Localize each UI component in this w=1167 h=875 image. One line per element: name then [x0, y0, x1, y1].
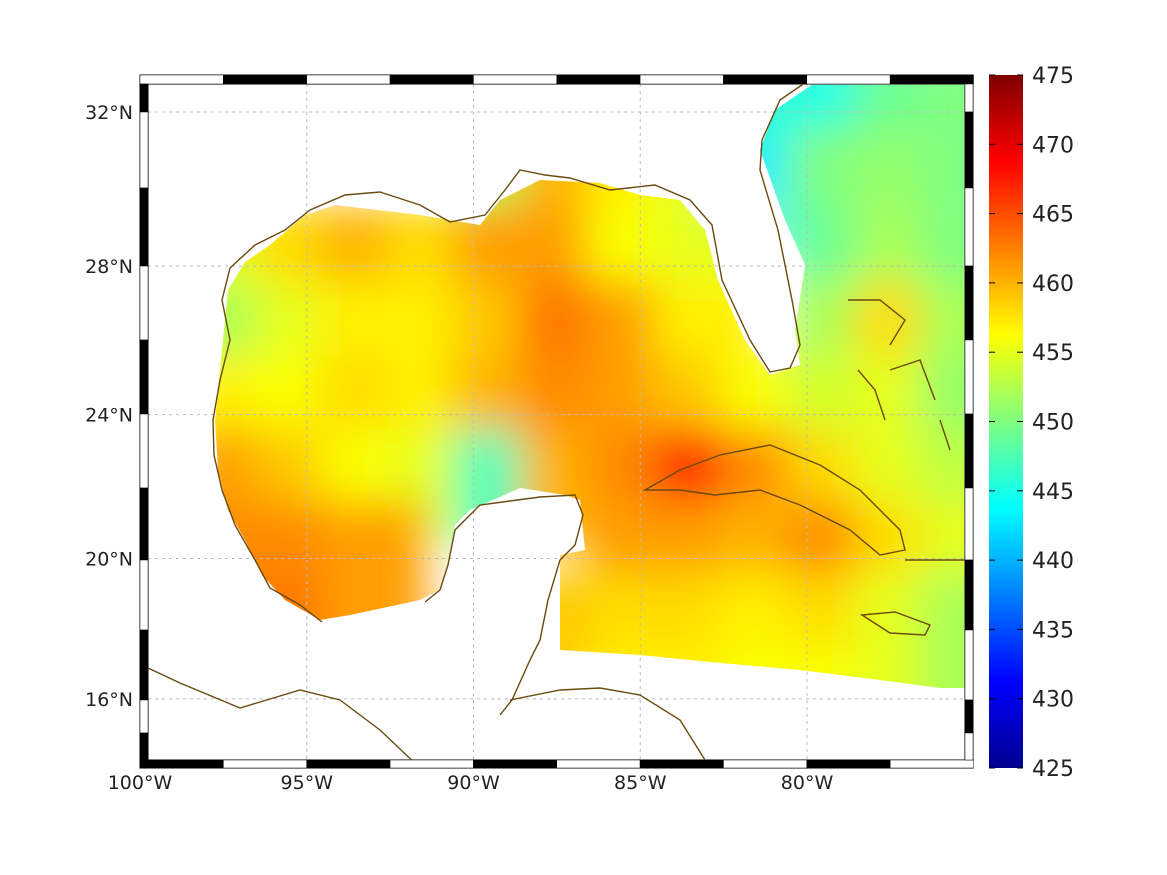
central-america-coast	[509, 687, 706, 761]
frame-segment	[306, 759, 391, 769]
x-tick-label: 100°W	[108, 772, 173, 794]
colorbar-tick-label: 460	[1032, 272, 1074, 297]
frame-segment	[964, 559, 974, 631]
frame-segment	[139, 413, 149, 489]
frame-segment	[556, 759, 641, 769]
frame-segment	[964, 699, 974, 734]
frame-segment	[139, 559, 149, 631]
frame-segment	[389, 759, 474, 769]
cuba-coast	[642, 444, 906, 556]
frame-segment	[964, 487, 974, 561]
frame-segment	[223, 74, 307, 85]
frame-segment	[964, 111, 974, 189]
frame-segment	[964, 339, 974, 415]
x-tick-label: 95°W	[281, 772, 334, 794]
colorbar-tick-label: 425	[1032, 757, 1074, 782]
frame-segment	[639, 759, 724, 769]
yucatan-coast	[424, 494, 584, 716]
colorbar-tick-label: 465	[1032, 203, 1074, 228]
frame-segment	[723, 74, 808, 85]
y-tick-label: 16°N	[85, 689, 133, 711]
colorbar-tick-label: 440	[1032, 549, 1074, 574]
frame-segment	[964, 83, 974, 113]
frame-segment	[556, 74, 641, 85]
frame-segment	[473, 759, 557, 769]
frame-segment	[964, 629, 974, 701]
coastlines	[147, 75, 965, 769]
frame-segment	[139, 339, 149, 415]
frame-segment	[806, 74, 891, 85]
x-tick-label: 85°W	[614, 772, 667, 794]
colorbar-tick-label: 435	[1032, 618, 1074, 643]
frame-segment	[139, 629, 149, 701]
frame-segment	[964, 413, 974, 489]
colorbar-tick-label: 455	[1032, 341, 1074, 366]
x-tick-label: 90°W	[447, 772, 500, 794]
y-tick-label: 24°N	[85, 405, 133, 427]
frame-segment	[964, 187, 974, 267]
y-tick-label: 32°N	[85, 102, 133, 124]
jamaica-coast	[859, 611, 931, 636]
frame-segment	[139, 83, 149, 113]
frame-segment	[723, 759, 808, 769]
map-frame	[139, 74, 974, 769]
frame-segment	[139, 187, 149, 267]
colorbar-tick-label: 445	[1032, 480, 1074, 505]
frame-segment	[806, 759, 891, 769]
frame-segment	[639, 74, 724, 85]
frame-segment	[139, 487, 149, 561]
x-tick-label: 80°W	[781, 772, 834, 794]
heatmap-cell	[320, 572, 427, 685]
frame-segment	[964, 265, 974, 341]
y-tick-label: 20°N	[85, 549, 133, 571]
frame-segment	[139, 111, 149, 189]
frame-segment	[139, 699, 149, 734]
mexico-us-gulf-coast	[212, 75, 816, 623]
frame-segment	[889, 759, 974, 769]
frame-segment	[223, 759, 307, 769]
frame-segment	[139, 759, 224, 769]
x-tick-labels: 100°W 95°W 90°W 85°W 80°W	[108, 772, 834, 794]
frame-segment	[473, 74, 557, 85]
gridlines	[148, 84, 965, 760]
heatmap-cell	[920, 643, 965, 688]
colorbar-tick-label: 430	[1032, 688, 1074, 713]
frame-segment	[139, 74, 224, 85]
frame-segment	[889, 74, 974, 85]
colorbar-tick-label: 470	[1032, 133, 1074, 158]
colorbar-tick-label: 475	[1032, 64, 1074, 89]
y-tick-label: 28°N	[85, 256, 133, 278]
frame-segment	[306, 74, 391, 85]
colorbar: 425 430 435 440 445 450 455 460 465 470 475	[989, 64, 1074, 782]
frame-segment	[139, 732, 149, 761]
frame-segment	[389, 74, 474, 85]
colorbar-tick-label: 450	[1032, 411, 1074, 436]
bahamas-coast	[848, 299, 951, 451]
heatmap-field	[215, 84, 965, 688]
y-tick-labels: 16°N 20°N 24°N 28°N 32°N	[85, 102, 133, 711]
frame-segment	[964, 732, 974, 761]
gulf-coastline	[147, 667, 421, 769]
frame-segment	[139, 265, 149, 341]
